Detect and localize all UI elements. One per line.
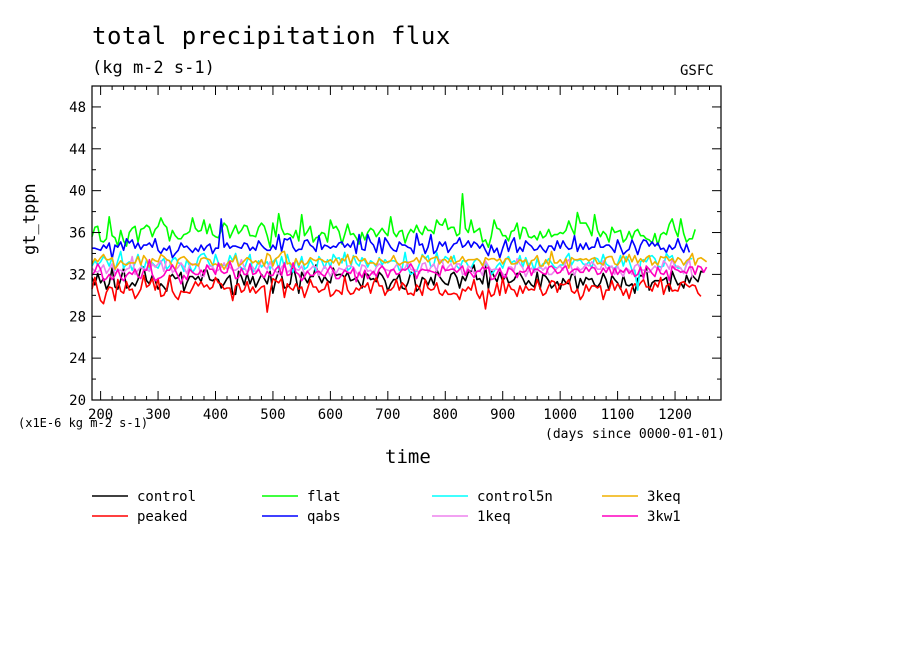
series-line-3keq bbox=[91, 250, 708, 271]
legend-label-peaked: peaked bbox=[137, 509, 188, 525]
plot-frame bbox=[91, 85, 722, 401]
x-tick-label: 1100 bbox=[601, 407, 635, 423]
legend-label-1keq: 1keq bbox=[477, 509, 511, 525]
x-axis-label: time bbox=[385, 446, 431, 468]
y-tick-label: 48 bbox=[69, 100, 86, 116]
y-tick-label: 32 bbox=[69, 267, 86, 283]
series-line-control bbox=[91, 264, 705, 296]
y-tick-label: 24 bbox=[69, 351, 86, 367]
x-tick-label: 900 bbox=[490, 407, 515, 423]
x-tick-label: 1200 bbox=[658, 407, 692, 423]
x-tick-label: 1000 bbox=[543, 407, 577, 423]
legend-label-qabs: qabs bbox=[307, 509, 341, 525]
y-tick-label: 28 bbox=[69, 309, 86, 325]
chart-title: total precipitation flux bbox=[92, 22, 451, 50]
series-layer bbox=[91, 193, 708, 313]
x-tick-label: 700 bbox=[375, 407, 400, 423]
legend-label-control5n: control5n bbox=[477, 489, 553, 505]
series-line-qabs bbox=[92, 218, 691, 260]
legend-label-3kw1: 3kw1 bbox=[647, 509, 681, 525]
legend-label-flat: flat bbox=[307, 489, 341, 505]
x-tick-label: 500 bbox=[260, 407, 285, 423]
x-tick-label: 600 bbox=[318, 407, 343, 423]
series-line-flat bbox=[91, 193, 696, 248]
x-tick-label: 800 bbox=[433, 407, 458, 423]
legend-label-control: control bbox=[137, 489, 196, 505]
x-tick-label: 300 bbox=[145, 407, 170, 423]
legend: control peaked flat qabs control5n 1keq 3keq 3k… bbox=[92, 489, 681, 525]
y-tick-label: 36 bbox=[69, 226, 86, 242]
y-tick-label: 44 bbox=[69, 142, 86, 158]
source-label: GSFC bbox=[680, 63, 714, 79]
series-line-3kw1 bbox=[91, 258, 708, 285]
x-tick-label: 400 bbox=[203, 407, 228, 423]
y-tick-label: 40 bbox=[69, 184, 86, 200]
tick-layer: 200 300 400 500 600 700 800 900 1000 1100 1200 20 24… bbox=[69, 86, 722, 423]
y-tick-label: 20 bbox=[69, 393, 86, 409]
y-scale-note: (x1E-6 kg m-2 s-1) bbox=[18, 416, 149, 430]
series-line-peaked bbox=[91, 274, 702, 313]
x-tick-label: 200 bbox=[88, 407, 113, 423]
chart-units: (kg m-2 s-1) bbox=[92, 58, 215, 78]
x-units-note: (days since 0000-01-01) bbox=[545, 427, 726, 442]
legend-label-3keq: 3keq bbox=[647, 489, 681, 505]
